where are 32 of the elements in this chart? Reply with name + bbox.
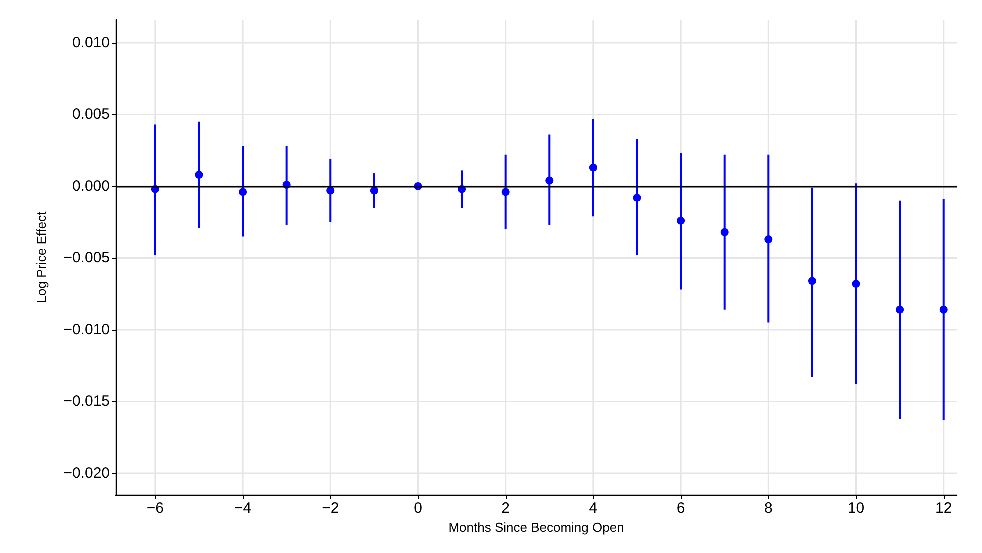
y-tick-label: −0.020 <box>64 464 110 482</box>
y-tick-label: −0.010 <box>64 321 110 338</box>
point <box>764 236 773 244</box>
point <box>239 188 248 196</box>
y-tick-label: −0.015 <box>64 393 110 410</box>
point <box>546 176 554 185</box>
y-tick-label: −0.005 <box>64 250 110 267</box>
x-tick-label: −4 <box>234 500 252 517</box>
x-axis-title: Months Since Becoming Open <box>448 520 624 535</box>
y-axis-title: Log Price Effect <box>34 211 49 304</box>
y-tick-label: 0.010 <box>72 34 110 52</box>
x-tick-label: −6 <box>146 500 164 517</box>
x-tick-label: 10 <box>848 500 865 517</box>
y-tick-label: 0.000 <box>72 178 110 195</box>
point <box>896 306 904 314</box>
x-tick-label: 4 <box>589 500 598 517</box>
x-tick-label: −2 <box>322 500 340 517</box>
point <box>852 280 860 288</box>
point <box>720 228 729 236</box>
point <box>677 216 686 225</box>
point <box>633 194 642 202</box>
x-tick-label: 6 <box>676 500 686 517</box>
y-tick-label: 0.005 <box>72 106 110 124</box>
x-tick-label: 2 <box>502 500 510 517</box>
point <box>589 164 598 172</box>
x-tick-label: 12 <box>936 500 952 517</box>
point <box>195 170 204 179</box>
point <box>502 188 510 196</box>
point <box>940 306 948 314</box>
x-tick-label: 0 <box>414 500 422 517</box>
point <box>808 277 816 286</box>
x-tick-label: 8 <box>764 500 773 517</box>
